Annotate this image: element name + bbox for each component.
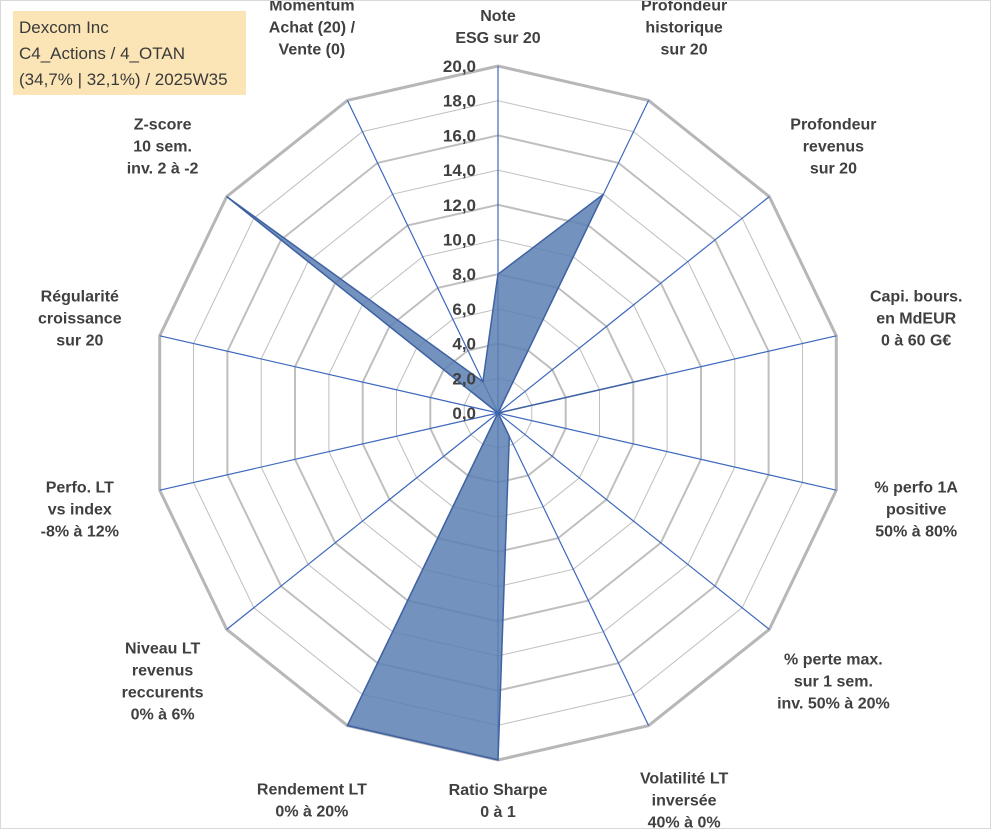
tick-label-2: 2,0: [452, 369, 476, 388]
axis-label-6: Volatilité LT inversée 40% à 0%: [640, 771, 729, 829]
tick-label-20: 20,0: [443, 57, 476, 76]
tick-label-6: 6,0: [452, 300, 476, 319]
tick-label-0: 0,0: [452, 404, 476, 423]
portfolio-label: C4_Actions / 4_OTAN: [19, 44, 185, 63]
axis-label-12: Z-score 10 sem. inv. 2 à -2: [127, 117, 199, 178]
series-area: [226, 193, 659, 761]
spoke-4: [497, 412, 837, 491]
radial-tick-labels: 0,0 2,0 4,0 6,0 8,0 10,0 12,0 14,0 16,0 18,0 20,0: [443, 57, 476, 423]
tick-label-8: 8,0: [452, 265, 476, 284]
axis-label-10: Perfo. LT vs index -8% à 12%: [41, 480, 119, 541]
tick-label-10: 10,0: [443, 231, 476, 250]
spoke-13: [346, 100, 499, 414]
axis-label-5: % perte max. sur 1 sem. inv. 50% à 20%: [777, 652, 890, 713]
tick-label-14: 14,0: [443, 161, 476, 180]
spoke-9: [226, 412, 499, 630]
spoke-2: [497, 196, 770, 414]
tick-label-4: 4,0: [452, 335, 476, 354]
tick-label-18: 18,0: [443, 92, 476, 111]
axis-label-1: Profondeur historique sur 20: [641, 1, 727, 59]
axis-label-13: Momentum Achat (20) / Vente (0): [269, 1, 356, 59]
axis-label-9: Niveau LT revenus reccurents 0% à 6%: [122, 641, 204, 724]
axis-label-11: Régularité croissance sur 20: [38, 289, 122, 350]
radar-series: [226, 193, 659, 761]
spoke-11: [159, 335, 499, 414]
tick-label-12: 12,0: [443, 196, 476, 215]
score-week-label: (34,7% | 32,1%) / 2025W35: [19, 70, 228, 89]
spoke-5: [497, 412, 770, 630]
axis-label-7: Ratio Sharpe 0 à 1: [449, 782, 548, 821]
spoke-6: [497, 412, 650, 726]
axis-label-0: Note ESG sur 20: [455, 8, 540, 47]
spoke-10: [159, 412, 499, 491]
info-box: Dexcom Inc C4_Actions / 4_OTAN (34,7% | …: [13, 11, 246, 95]
axis-label-4: % perfo 1A positive 50% à 80%: [874, 480, 958, 541]
axis-labels: Note ESG sur 20 Profondeur historique sur 20…: [38, 1, 962, 828]
axis-label-3: Capi. bours. en MdEUR 0 à 60 G€: [870, 289, 962, 350]
company-name: Dexcom Inc: [19, 18, 109, 37]
axis-label-8: Rendement LT 0% à 20%: [257, 782, 367, 821]
tick-label-16: 16,0: [443, 126, 476, 145]
axis-label-2: Profondeur revenus sur 20: [790, 117, 876, 178]
